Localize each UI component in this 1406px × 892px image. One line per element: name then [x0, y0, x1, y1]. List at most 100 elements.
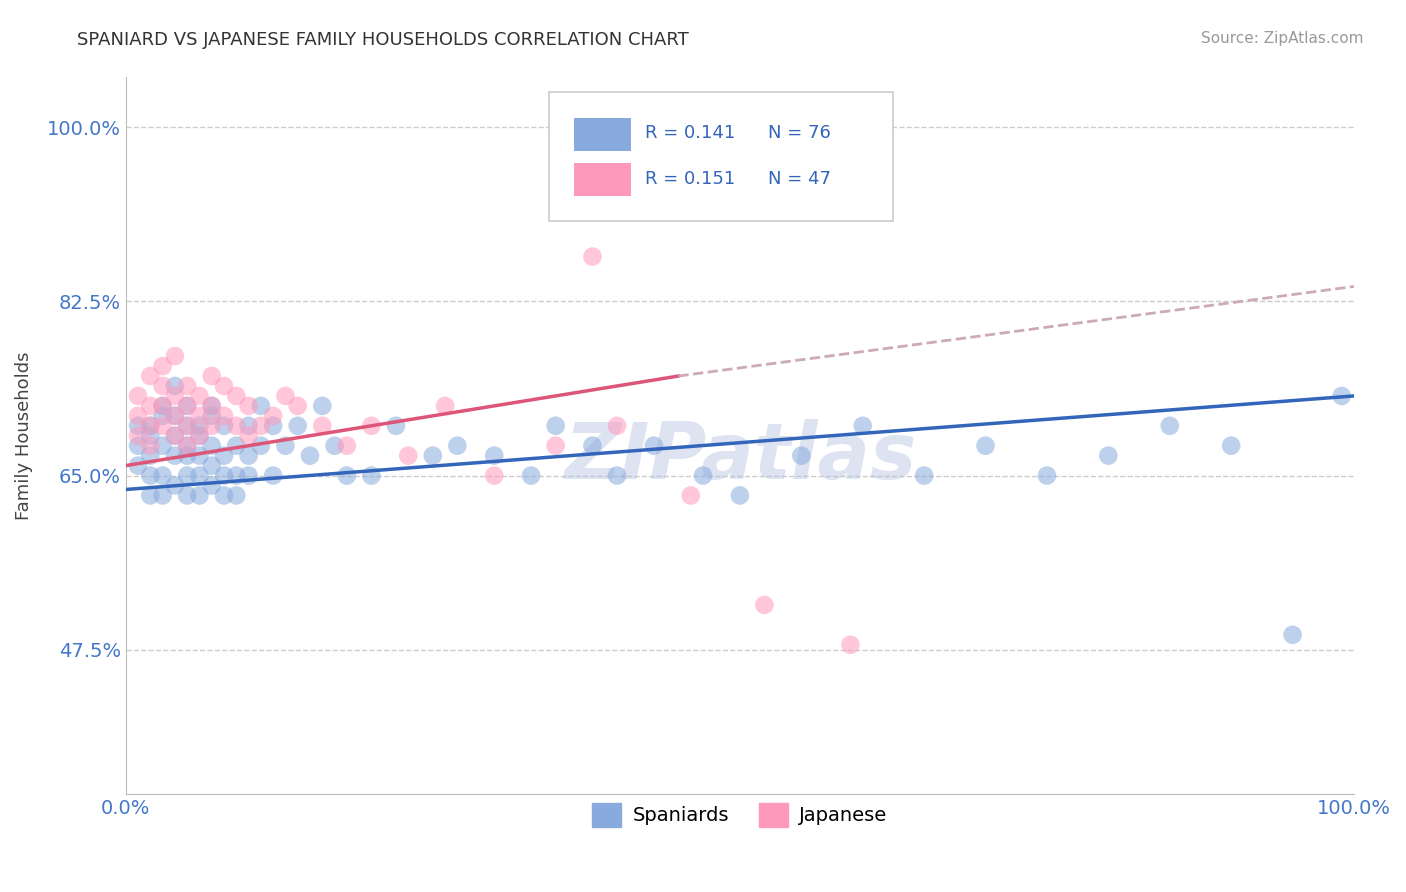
- Point: [225, 468, 247, 483]
- Point: [139, 488, 162, 502]
- Point: [152, 418, 174, 433]
- Point: [1281, 628, 1303, 642]
- Point: [127, 418, 149, 433]
- Text: R = 0.141: R = 0.141: [645, 124, 735, 143]
- Point: [201, 369, 224, 384]
- Point: [581, 250, 603, 264]
- Point: [311, 418, 333, 433]
- Point: [544, 418, 567, 433]
- Point: [298, 449, 321, 463]
- Point: [1330, 389, 1353, 403]
- Point: [606, 468, 628, 483]
- Point: [225, 418, 247, 433]
- Point: [163, 409, 186, 423]
- Point: [188, 428, 211, 442]
- FancyBboxPatch shape: [574, 118, 630, 151]
- Text: N = 76: N = 76: [768, 124, 831, 143]
- Point: [238, 449, 260, 463]
- Point: [188, 428, 211, 442]
- Point: [323, 439, 346, 453]
- Point: [422, 449, 444, 463]
- Point: [163, 428, 186, 442]
- Point: [176, 439, 198, 453]
- Point: [127, 439, 149, 453]
- Point: [434, 399, 457, 413]
- Point: [238, 418, 260, 433]
- Point: [139, 418, 162, 433]
- Point: [679, 488, 702, 502]
- Text: R = 0.151: R = 0.151: [645, 170, 735, 188]
- Point: [250, 439, 273, 453]
- Point: [163, 349, 186, 363]
- Point: [163, 428, 186, 442]
- Point: [139, 369, 162, 384]
- Point: [692, 468, 714, 483]
- Point: [188, 409, 211, 423]
- Point: [262, 409, 284, 423]
- Text: Source: ZipAtlas.com: Source: ZipAtlas.com: [1201, 31, 1364, 46]
- Point: [176, 399, 198, 413]
- Point: [484, 468, 506, 483]
- Point: [396, 449, 419, 463]
- Point: [139, 439, 162, 453]
- Point: [139, 468, 162, 483]
- Point: [201, 458, 224, 473]
- Point: [201, 399, 224, 413]
- Point: [188, 389, 211, 403]
- Point: [520, 468, 543, 483]
- Point: [974, 439, 997, 453]
- Point: [250, 399, 273, 413]
- Point: [176, 449, 198, 463]
- Point: [188, 449, 211, 463]
- Point: [188, 418, 211, 433]
- Point: [287, 399, 309, 413]
- Point: [152, 359, 174, 373]
- Point: [225, 389, 247, 403]
- Point: [212, 379, 235, 393]
- Point: [139, 399, 162, 413]
- Point: [127, 458, 149, 473]
- Point: [336, 468, 359, 483]
- Point: [1159, 418, 1181, 433]
- Point: [360, 468, 382, 483]
- Point: [446, 439, 468, 453]
- Point: [250, 418, 273, 433]
- Point: [606, 418, 628, 433]
- Point: [839, 638, 862, 652]
- Point: [152, 439, 174, 453]
- Point: [262, 468, 284, 483]
- Point: [127, 389, 149, 403]
- Point: [152, 468, 174, 483]
- Point: [385, 418, 408, 433]
- Text: N = 47: N = 47: [768, 170, 831, 188]
- Point: [790, 449, 813, 463]
- Point: [152, 379, 174, 393]
- Point: [336, 439, 359, 453]
- Point: [176, 488, 198, 502]
- Point: [163, 478, 186, 492]
- Point: [360, 418, 382, 433]
- Point: [176, 468, 198, 483]
- Point: [311, 399, 333, 413]
- Point: [201, 409, 224, 423]
- Point: [188, 468, 211, 483]
- Point: [484, 449, 506, 463]
- Point: [201, 418, 224, 433]
- Point: [274, 389, 297, 403]
- Point: [581, 439, 603, 453]
- Point: [852, 418, 875, 433]
- Point: [163, 409, 186, 423]
- Point: [201, 439, 224, 453]
- Legend: Spaniards, Japanese: Spaniards, Japanese: [585, 795, 896, 835]
- Point: [643, 439, 665, 453]
- Point: [1036, 468, 1059, 483]
- Point: [152, 409, 174, 423]
- FancyBboxPatch shape: [550, 92, 893, 220]
- Point: [544, 439, 567, 453]
- Point: [176, 439, 198, 453]
- Text: ZIPatlas: ZIPatlas: [564, 419, 915, 495]
- Point: [139, 418, 162, 433]
- Point: [1220, 439, 1243, 453]
- Point: [287, 418, 309, 433]
- Point: [212, 418, 235, 433]
